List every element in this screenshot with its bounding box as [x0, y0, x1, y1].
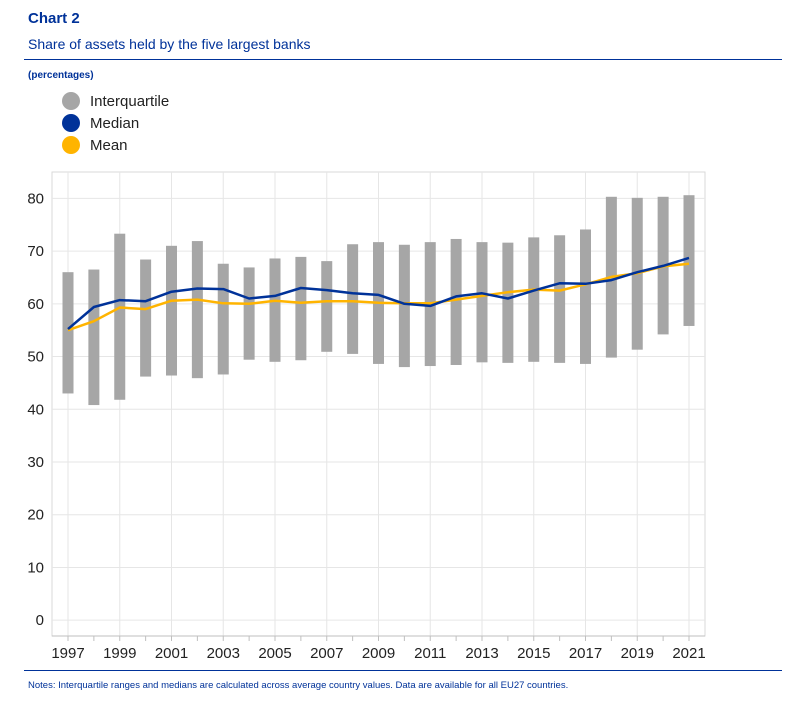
y-tick-label: 50: [27, 349, 44, 366]
interquartile-bar: [243, 267, 255, 360]
legend: Interquartile Median Mean: [62, 90, 169, 156]
top-rule: [24, 59, 782, 60]
interquartile-bar: [528, 237, 540, 362]
legend-label-mean: Mean: [90, 136, 128, 154]
interquartile-bar: [476, 242, 488, 363]
x-tick-label: 2003: [207, 645, 240, 662]
y-tick-label: 40: [27, 401, 44, 418]
interquartile-bar: [347, 244, 359, 354]
interquartile-bar: [398, 244, 410, 368]
x-tick-label: 2009: [362, 645, 395, 662]
chart-notes: Notes: Interquartile ranges and medians …: [28, 680, 569, 691]
y-tick-label: 30: [27, 454, 44, 471]
bottom-rule: [24, 670, 782, 671]
interquartile-bar: [140, 259, 152, 377]
y-tick-label: 10: [27, 559, 44, 576]
chart-title: Share of assets held by the five largest…: [28, 36, 311, 52]
x-tick-label: 2011: [414, 645, 446, 662]
y-tick-label: 70: [27, 243, 44, 260]
y-tick-label: 60: [27, 296, 44, 313]
legend-swatch-interquartile: [62, 92, 80, 110]
legend-item-median: Median: [62, 112, 169, 134]
x-tick-label: 2007: [310, 645, 343, 662]
legend-swatch-median: [62, 114, 80, 132]
interquartile-bar: [88, 269, 100, 406]
x-tick-label: 2005: [258, 645, 291, 662]
y-tick-label: 80: [27, 190, 44, 207]
x-tick-label: 2021: [672, 645, 705, 662]
interquartile-bar: [217, 263, 229, 375]
legend-item-mean: Mean: [62, 134, 169, 156]
legend-label-median: Median: [90, 114, 140, 132]
interquartile-bar: [191, 241, 203, 379]
units-label: (percentages): [28, 70, 94, 81]
interquartile-bar: [502, 242, 514, 363]
y-tick-label: 0: [36, 612, 44, 629]
interquartile-bar: [269, 258, 281, 362]
x-tick-label: 2001: [155, 645, 188, 662]
x-tick-label: 1999: [103, 645, 136, 662]
chart-number: Chart 2: [28, 10, 80, 27]
interquartile-bar: [114, 233, 126, 400]
interquartile-bar: [166, 245, 177, 376]
x-tick-label: 1997: [51, 645, 84, 662]
legend-label-interquartile: Interquartile: [90, 92, 170, 110]
legend-item-interquartile: Interquartile: [62, 90, 169, 112]
interquartile-bar: [295, 256, 307, 361]
interquartile-bar: [554, 235, 566, 363]
interquartile-bar: [62, 272, 74, 394]
interquartile-bar: [580, 229, 591, 364]
interquartile-bar: [683, 195, 695, 326]
legend-swatch-mean: [62, 136, 80, 154]
y-tick-label: 20: [27, 507, 44, 524]
x-tick-label: 2015: [517, 645, 550, 662]
median-line: [67, 256, 690, 331]
interquartile-bar: [321, 261, 333, 352]
interquartile-bar: [450, 238, 462, 365]
x-tick-label: 2013: [465, 645, 498, 662]
x-tick-label: 2017: [569, 645, 602, 662]
x-tick-label: 2019: [621, 645, 654, 662]
